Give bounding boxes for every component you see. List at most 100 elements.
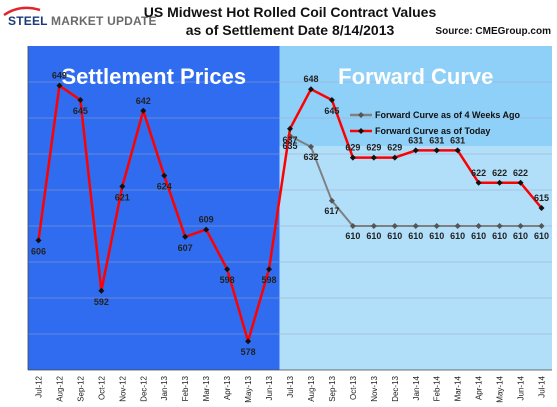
marker-4weeks (475, 223, 482, 229)
data-label-4weeks: 610 (345, 231, 360, 241)
marker-4weeks (538, 223, 545, 229)
data-label-today: 622 (513, 168, 528, 178)
x-tick-label: Sep-13 (328, 375, 337, 401)
data-label-today: 622 (492, 168, 507, 178)
marker-4weeks (433, 223, 440, 229)
marker-today (98, 287, 105, 294)
data-label-today: 606 (31, 246, 46, 256)
marker-4weeks (307, 143, 314, 150)
data-label-today: 629 (387, 143, 402, 153)
marker-today (287, 125, 293, 132)
data-label-4weeks: 610 (471, 231, 486, 241)
data-label-today: 609 (199, 215, 214, 225)
settlement-panel (28, 46, 280, 370)
x-tick-label: Jul-12 (34, 375, 43, 397)
x-tick-label: Mar-14 (454, 375, 463, 401)
marker-4weeks (412, 223, 419, 229)
data-label-today: 642 (136, 96, 151, 106)
forward-curve-panel-lower (279, 146, 552, 370)
data-label-today: 629 (366, 143, 381, 153)
x-tick-label: Jan-13 (160, 375, 169, 400)
marker-today (140, 107, 147, 114)
x-tick-label: May-14 (496, 375, 505, 402)
x-tick-label: Oct-13 (349, 375, 358, 400)
data-label-today: 615 (534, 193, 549, 203)
marker-today (203, 226, 210, 233)
marker-today (496, 179, 503, 186)
x-tick-label: Apr-13 (223, 375, 232, 400)
marker-today (517, 179, 524, 186)
data-label-today: 645 (324, 106, 339, 116)
data-label-today: 578 (241, 347, 256, 357)
data-label-4weeks: 610 (387, 231, 402, 241)
data-label-4weeks: 635 (282, 141, 297, 151)
data-label-4weeks: 610 (513, 231, 528, 241)
marker-4weeks (328, 197, 335, 204)
steel-market-update-logo: STEEL MARKET UPDATE (2, 5, 157, 31)
marker-today (56, 82, 63, 89)
marker-today (349, 154, 356, 161)
logo-word-steel: STEEL (8, 14, 48, 28)
data-label-4weeks: 617 (324, 206, 339, 216)
chart-title-line1: US Midwest Hot Rolled Coil Contract Valu… (143, 4, 437, 20)
x-tick-label: Nov-12 (118, 375, 127, 401)
data-label-today: 598 (220, 275, 235, 285)
x-tick-label: Jan-14 (412, 375, 421, 400)
marker-today (35, 237, 42, 244)
data-label-4weeks: 610 (492, 231, 507, 241)
chart-title-line2: as of Settlement Date 8/14/2013 (185, 22, 395, 38)
data-label-today: 648 (303, 74, 318, 84)
x-tick-label: Dec-13 (391, 375, 400, 401)
marker-today (245, 338, 252, 345)
data-label-today: 598 (262, 275, 277, 285)
marker-today (77, 97, 84, 103)
marker-4weeks (454, 223, 461, 229)
x-tick-label: Aug-13 (307, 375, 316, 401)
data-label-today: 592 (94, 297, 109, 307)
data-label-today: 621 (115, 192, 130, 202)
marker-today (454, 147, 461, 154)
x-tick-label: Aug-12 (55, 375, 64, 401)
marker-4weeks (370, 223, 377, 229)
x-tick-label: Oct-12 (97, 375, 106, 400)
marker-today (224, 266, 231, 273)
data-label-4weeks: 632 (303, 152, 318, 162)
data-label-today: 629 (345, 143, 360, 153)
marker-today (266, 266, 273, 273)
marker-today (475, 179, 482, 186)
legend-label-today: Forward Curve as of Today (375, 126, 490, 136)
x-tick-label: Jun-13 (265, 375, 274, 400)
marker-today (119, 183, 126, 190)
data-label-4weeks: 610 (408, 231, 423, 241)
data-label-today: 645 (73, 106, 88, 116)
panel-label-settlement: Settlement Prices (61, 64, 246, 89)
source-note: Source: CMEGroup.com (435, 26, 551, 37)
marker-4weeks (517, 223, 524, 229)
x-tick-label: Sep-12 (76, 375, 85, 401)
marker-today (391, 154, 398, 161)
data-label-today: 631 (429, 135, 444, 145)
x-tick-label: May-13 (244, 375, 253, 402)
x-tick-label: Feb-13 (181, 375, 190, 401)
marker-4weeks (391, 223, 398, 229)
data-label-today: 631 (408, 135, 423, 145)
marker-today (412, 147, 419, 154)
data-label-4weeks: 610 (429, 231, 444, 241)
marker-4weeks (496, 223, 503, 229)
data-label-today: 622 (471, 168, 486, 178)
data-label-today: 637 (282, 135, 297, 145)
legend-label-4weeks: Forward Curve as of 4 Weeks Ago (375, 110, 521, 120)
logo-swoosh-icon (3, 6, 41, 17)
logo-word-market-update: MARKET UPDATE (51, 14, 157, 28)
data-label-4weeks: 610 (534, 231, 549, 241)
x-tick-label: Nov-13 (370, 375, 379, 401)
marker-4weeks (349, 223, 356, 229)
marker-today (370, 154, 377, 161)
legend-marker-today (358, 128, 364, 134)
marker-today (328, 97, 335, 103)
x-tick-label: Jun-14 (517, 375, 526, 400)
data-label-today: 607 (178, 243, 193, 253)
data-label-today: 631 (450, 135, 465, 145)
marker-today (182, 233, 189, 240)
